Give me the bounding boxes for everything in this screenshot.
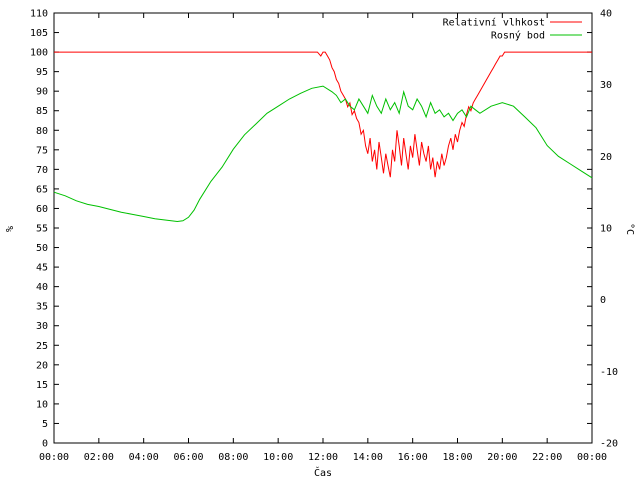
series-layer <box>53 51 593 223</box>
x-tick-label: 00:00 <box>39 452 69 463</box>
legend-label-2: Rosný bod <box>491 30 545 42</box>
left-tick-label: 70 <box>36 165 48 176</box>
left-tick-label: 5 <box>42 419 48 430</box>
right-axis-label: °C <box>624 223 635 235</box>
left-axis-ticks: 0 5 10 15 20 25 30 35 40 45 50 55 60 65 70 75 80 85 90 95 10… <box>30 9 592 450</box>
left-tick-label: 45 <box>36 263 48 274</box>
left-axis-label: % <box>5 226 16 232</box>
right-tick-label: 40 <box>600 9 612 20</box>
left-tick-label: 110 <box>30 9 48 20</box>
x-tick-label: 12:00 <box>308 452 338 463</box>
right-tick-label: 10 <box>600 224 612 235</box>
x-tick-label: 20:00 <box>487 452 517 463</box>
right-tick-label: 0 <box>600 295 606 306</box>
x-tick-label: 10:00 <box>263 452 293 463</box>
plot-border <box>53 12 593 444</box>
left-tick-label: 25 <box>36 341 48 352</box>
left-tick-label: 55 <box>36 224 48 235</box>
legend-label-1: Relativní vlhkost <box>443 17 545 29</box>
left-tick-label: 20 <box>36 360 48 371</box>
x-tick-label: 08:00 <box>218 452 248 463</box>
x-tick-label: 18:00 <box>442 452 472 463</box>
left-tick-label: 100 <box>30 48 48 59</box>
right-tick-label: 30 <box>600 80 612 91</box>
right-tick-label: -20 <box>600 439 618 450</box>
left-tick-label: 15 <box>36 380 48 391</box>
right-tick-label: -10 <box>600 367 618 378</box>
left-tick-label: 0 <box>42 439 48 450</box>
left-tick-label: 80 <box>36 126 48 137</box>
series-line-2 <box>53 85 593 223</box>
x-axis-label: Čas <box>314 466 332 479</box>
left-tick-label: 105 <box>30 28 48 39</box>
left-tick-label: 90 <box>36 87 48 98</box>
x-tick-label: 22:00 <box>532 452 562 463</box>
left-tick-label: 50 <box>36 243 48 254</box>
left-tick-label: 95 <box>36 67 48 78</box>
right-axis-ticks: -20 -10 0 10 20 30 40 <box>600 9 618 450</box>
x-tick-label: 16:00 <box>398 452 428 463</box>
left-tick-label: 65 <box>36 184 48 195</box>
left-tick-label: 10 <box>36 399 48 410</box>
x-tick-label: 14:00 <box>353 452 383 463</box>
x-tick-label: 00:00 <box>577 452 607 463</box>
left-tick-label: 85 <box>36 106 48 117</box>
right-tick-label: 20 <box>600 152 612 163</box>
left-tick-label: 35 <box>36 302 48 313</box>
x-tick-label: 02:00 <box>84 452 114 463</box>
series-line-1 <box>54 51 592 178</box>
left-tick-label: 75 <box>36 145 48 156</box>
x-tick-label: 06:00 <box>173 452 203 463</box>
left-tick-label: 60 <box>36 204 48 215</box>
left-tick-label: 40 <box>36 282 48 293</box>
x-tick-label: 04:00 <box>129 452 159 463</box>
plot-frame <box>53 12 593 444</box>
left-tick-label: 30 <box>36 321 48 332</box>
x-axis-ticks: 00:00 02:00 04:00 06:00 08:00 10:00 12:00 14:00… <box>39 13 607 463</box>
